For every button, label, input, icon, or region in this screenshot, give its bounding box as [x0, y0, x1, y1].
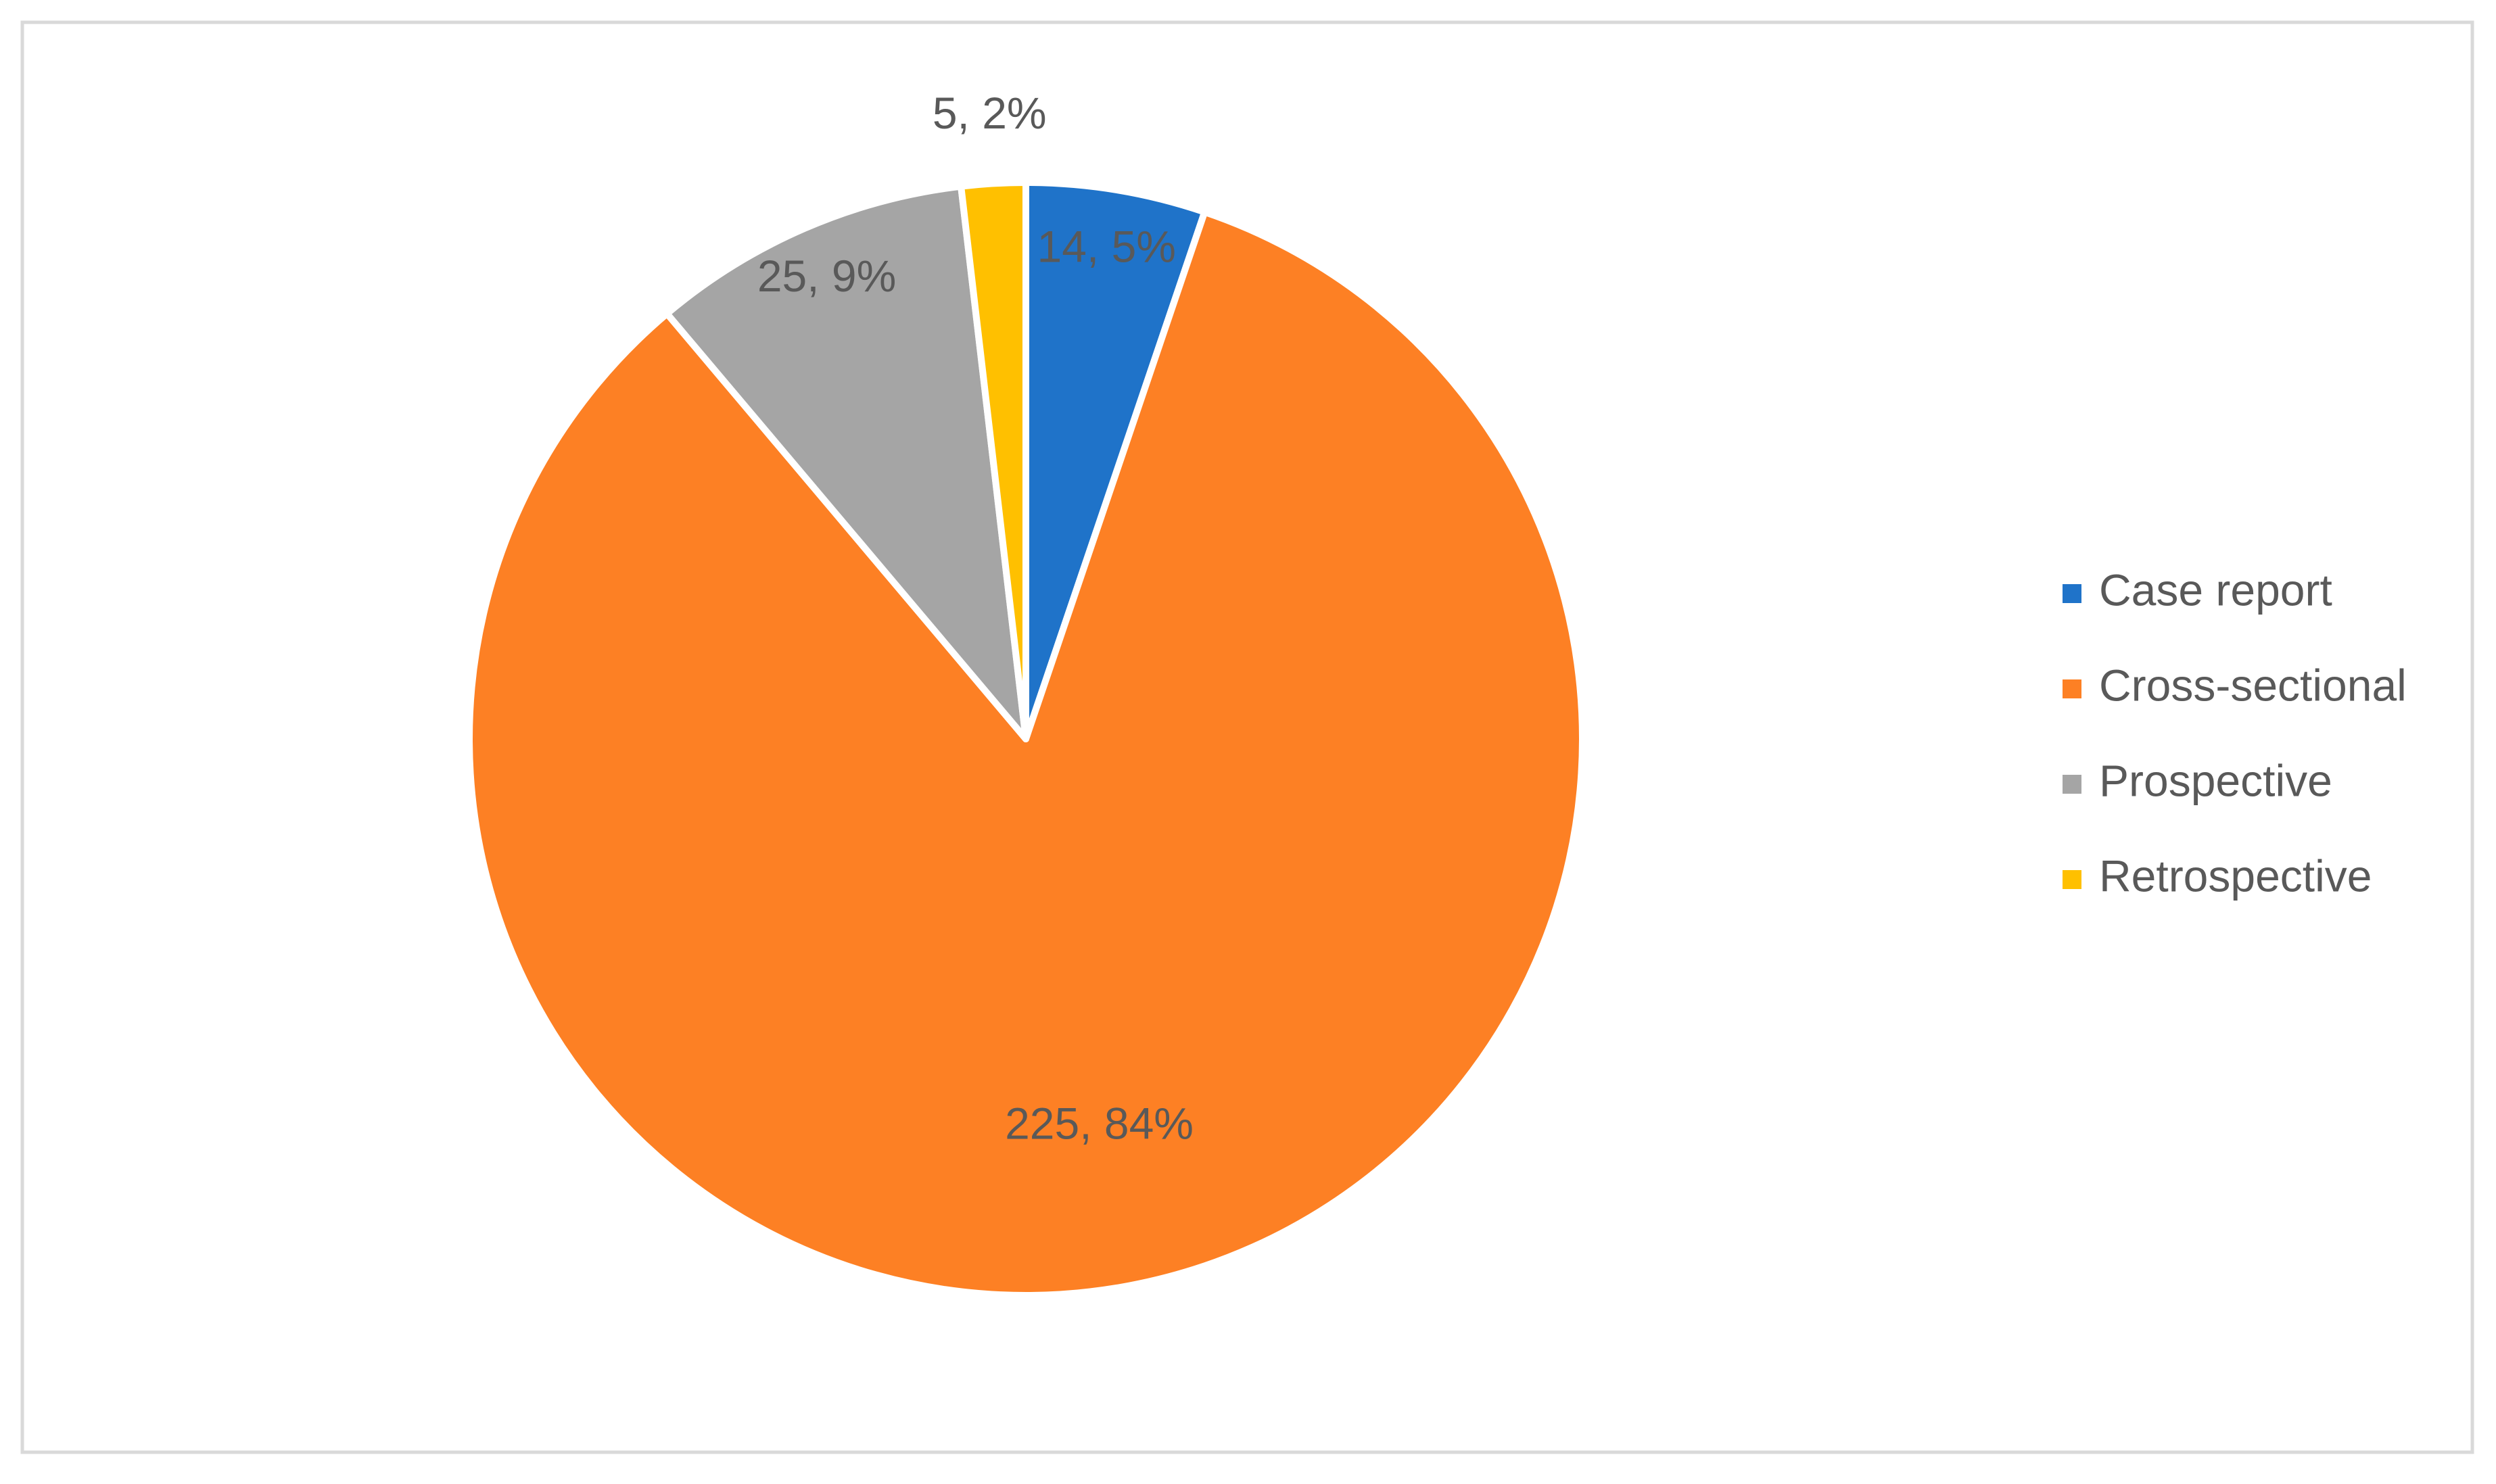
legend-swatch — [2063, 775, 2081, 794]
data-label: 5, 2% — [933, 88, 1047, 138]
legend-swatch — [2063, 679, 2081, 698]
legend-swatch — [2063, 870, 2081, 889]
legend-label: Prospective — [2099, 755, 2332, 805]
legend-label: Case report — [2099, 565, 2332, 615]
pie-slice — [958, 179, 1029, 742]
pie-slice — [663, 183, 1029, 742]
pie-slice — [466, 208, 1586, 1299]
data-label: 14, 5% — [1037, 222, 1175, 272]
data-label: 225, 84% — [1005, 1099, 1194, 1149]
legend-swatch — [2063, 584, 2081, 603]
data-label: 25, 9% — [757, 251, 896, 301]
legend-label: Cross-sectional — [2099, 660, 2407, 710]
legend-label: Retrospective — [2099, 851, 2372, 901]
